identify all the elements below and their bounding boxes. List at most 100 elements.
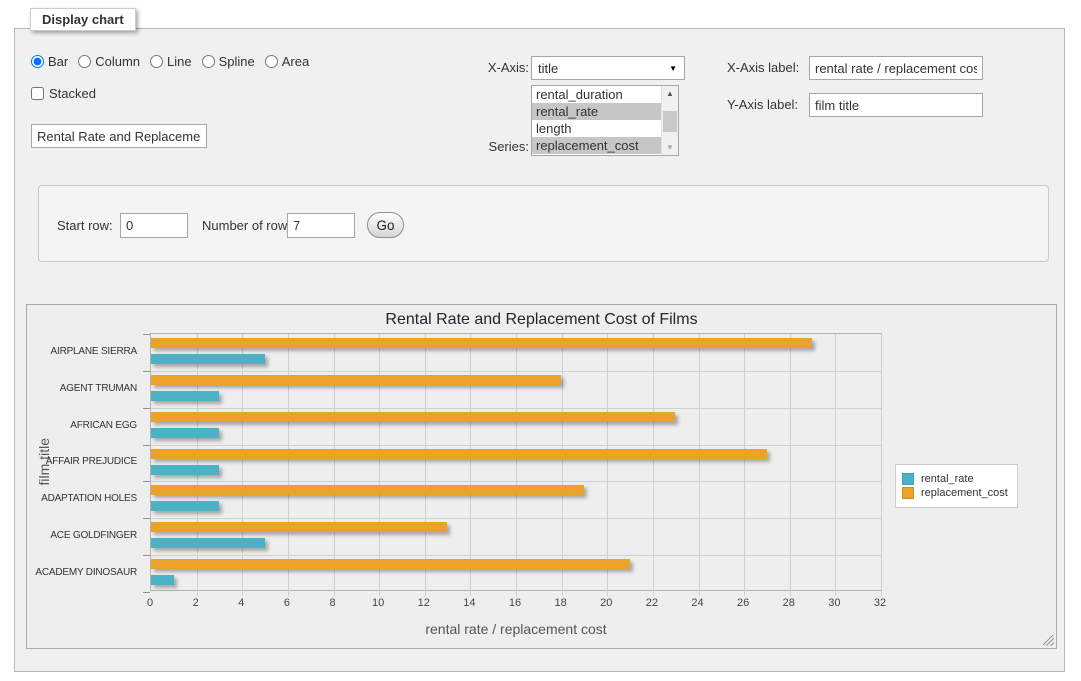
bar-rental_rate — [151, 464, 220, 475]
series-select[interactable]: rental_duration rental_rate length replacem… — [531, 85, 679, 156]
chart-type-radio-area[interactable] — [264, 55, 278, 68]
fieldset-legend: Display chart — [30, 8, 136, 31]
x-tick-label: 26 — [737, 597, 750, 609]
y-axis-tick — [143, 407, 150, 409]
category-label: AFFAIR PREJUDICE — [45, 456, 137, 468]
x-tick-label: 28 — [782, 597, 795, 609]
bar-replacement_cost — [151, 338, 813, 348]
series-select-label: Series: — [488, 139, 529, 154]
x-tick-label: 10 — [372, 597, 385, 609]
gridline — [881, 334, 882, 596]
chart-type-radio-label: Bar — [48, 54, 69, 69]
chart-title-input[interactable] — [31, 124, 207, 148]
category-label: AFRICAN EGG — [70, 419, 137, 431]
chevron-down-icon: ▼ — [669, 64, 677, 73]
num-rows-input[interactable] — [287, 213, 355, 238]
chart-x-tick-labels: 0 2 4 6 8 10 12 14 16 18 20 22 24 26 28 30 32 — [147, 597, 886, 613]
chart-category-labels: AIRPLANE SIERRA AGENT TRUMAN AFRICAN EGG AF… — [27, 333, 144, 591]
category-label: AIRPLANE SIERRA — [50, 345, 138, 357]
chart-type-option-spline[interactable]: Spline — [201, 54, 255, 69]
chart-type-radio-label: Area — [281, 54, 310, 69]
bar-replacement_cost — [151, 522, 448, 533]
gridline — [242, 334, 244, 596]
chart-type-radios: Bar Column Line Spline Area — [31, 54, 319, 69]
gridline — [151, 481, 881, 483]
resize-handle-icon[interactable] — [1043, 635, 1054, 646]
series-option-rental_rate[interactable]: rental_rate — [532, 103, 661, 120]
bar-replacement_cost — [151, 374, 562, 385]
row-controls-panel: Start row: Number of rows: Go — [38, 185, 1049, 262]
category-label: ADAPTATION HOLES — [41, 493, 137, 505]
stacked-checkbox[interactable] — [31, 87, 44, 100]
chart: Rental Rate and Replacement Cost of Film… — [26, 304, 1057, 649]
go-button[interactable]: Go — [367, 212, 404, 238]
chart-type-option-line[interactable]: Line — [150, 54, 192, 69]
chart-type-radio-spline[interactable] — [201, 55, 215, 68]
gridline — [744, 334, 746, 596]
bar-replacement_cost — [151, 448, 767, 459]
scroll-up-icon[interactable]: ▲ — [666, 89, 674, 98]
gridline — [607, 334, 609, 596]
series-options: rental_duration rental_rate length replacem… — [532, 86, 661, 155]
legend-swatch — [902, 487, 914, 499]
legend-entry-replacement_cost: replacement_cost — [902, 487, 1008, 499]
x-tick-label: 24 — [691, 597, 704, 609]
x-tick-label: 2 — [192, 597, 199, 609]
x-tick-label: 16 — [508, 597, 522, 609]
chart-type-radio-label: Spline — [218, 54, 255, 69]
gridline — [470, 334, 472, 596]
x-axis-label-input[interactable] — [809, 56, 983, 80]
legend-label: replacement_cost — [921, 487, 1008, 499]
series-scrollbar[interactable]: ▲ ▼ — [661, 86, 678, 155]
chart-type-radio-line[interactable] — [150, 55, 164, 68]
x-tick-label: 30 — [828, 597, 841, 609]
num-rows-label: Number of rows: — [202, 218, 298, 233]
chart-legend: rental_rate replacement_cost — [895, 464, 1018, 508]
gridline — [698, 334, 700, 596]
x-axis-label-caption: X-Axis label: — [727, 60, 800, 75]
x-axis-select-label: X-Axis: — [487, 60, 529, 75]
chart-type-option-area[interactable]: Area — [264, 54, 310, 69]
y-axis-label-input[interactable] — [809, 93, 983, 117]
x-tick-label: 0 — [146, 597, 154, 609]
x-tick-label: 20 — [600, 597, 613, 609]
y-axis-tick — [143, 334, 150, 335]
x-tick-label: 12 — [417, 597, 430, 609]
gridline — [516, 334, 517, 596]
chart-x-axis-title: rental rate / replacement cost — [425, 621, 607, 637]
chart-type-radio-column[interactable] — [78, 55, 92, 68]
gridline — [379, 334, 381, 596]
x-tick-label: 18 — [554, 597, 567, 609]
chart-type-option-column[interactable]: Column — [78, 54, 140, 69]
scroll-down-icon[interactable]: ▼ — [666, 143, 674, 152]
x-tick-label: 6 — [283, 597, 290, 609]
category-label: AGENT TRUMAN — [59, 382, 137, 394]
category-label: ACADEMY DINOSAUR — [35, 567, 137, 579]
start-row-label: Start row: — [57, 218, 113, 233]
series-option-length[interactable]: length — [536, 121, 572, 136]
gridline — [287, 334, 289, 596]
y-axis-tick — [143, 370, 150, 372]
y-axis-tick — [143, 592, 150, 593]
series-option-replacement_cost[interactable]: replacement_cost — [532, 137, 661, 154]
y-axis-tick — [143, 444, 150, 446]
y-axis-tick — [143, 518, 150, 520]
x-tick-label: 32 — [873, 597, 887, 609]
gridline — [652, 334, 654, 596]
gridline — [151, 407, 881, 409]
gridline — [151, 444, 881, 446]
chart-type-radio-label: Line — [167, 54, 192, 69]
scrollbar-thumb[interactable] — [663, 111, 677, 132]
x-axis-select[interactable]: title ▼ — [531, 56, 685, 80]
chart-type-option-bar[interactable]: Bar — [31, 54, 68, 69]
stacked-checkbox-row[interactable]: Stacked — [31, 86, 96, 101]
start-row-input[interactable] — [120, 213, 188, 238]
x-tick-label: 4 — [238, 597, 245, 609]
bar-rental_rate — [151, 354, 265, 364]
bar-rental_rate — [151, 390, 220, 401]
bar-rental_rate — [151, 575, 174, 586]
chart-type-radio-bar[interactable] — [31, 55, 44, 68]
series-option-rental_duration[interactable]: rental_duration — [536, 87, 623, 102]
